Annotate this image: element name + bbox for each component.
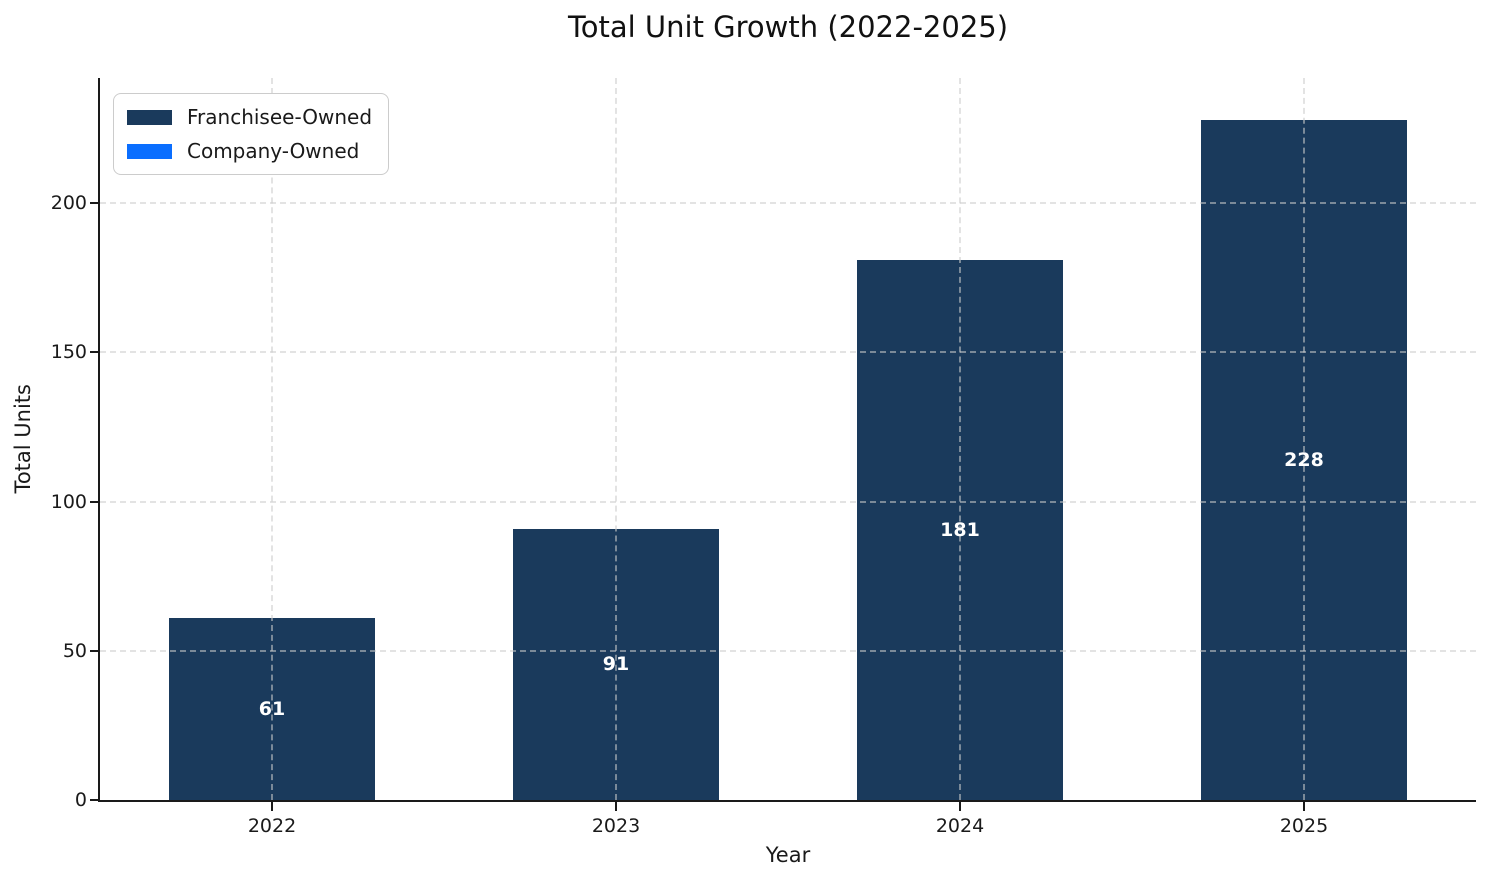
gridline-x-2023 [615,78,617,800]
legend-swatch-company-owned [127,143,172,159]
gridline-x-2024 [959,78,961,800]
gridline-y-200 [100,202,1476,205]
x-tick-2022 [271,802,273,811]
y-tick-label-50: 50 [62,639,87,662]
legend-item-franchisee-owned: Franchisee-Owned [127,105,372,129]
y-tick-label-150: 150 [50,341,87,364]
legend-swatch-franchisee-owned [127,109,172,125]
gridline-x-2022 [271,78,273,800]
gridline-y-50 [100,649,1476,652]
chart-title: Total Unit Growth (2022-2025) [567,10,1009,44]
gridline-y-150 [100,351,1476,354]
x-tick-2024 [959,802,961,811]
x-axis-label: Year [765,843,811,867]
bar-value-label-2023: 91 [602,653,630,676]
y-tick-label-100: 100 [50,490,87,513]
x-tick-2023 [615,802,617,811]
legend-item-company-owned: Company-Owned [127,139,372,163]
plot-area: Franchisee-Owned Company-Owned 61 91 181 22… [100,78,1476,800]
y-tick-label-200: 200 [50,192,87,215]
y-axis-spine [98,78,100,802]
legend: Franchisee-Owned Company-Owned [113,93,390,175]
y-tick-0 [90,799,99,801]
x-tick-2025 [1303,802,1305,811]
x-tick-label-2024: 2024 [935,815,985,837]
legend-label-company-owned: Company-Owned [187,139,360,163]
legend-label-franchisee-owned: Franchisee-Owned [187,105,373,129]
x-tick-label-2022: 2022 [247,815,297,837]
y-axis-label: Total Units [11,384,35,494]
bar-value-label-2025: 228 [1284,448,1324,471]
bar-value-label-2022: 61 [258,698,286,720]
y-tick-100 [90,500,99,503]
y-tick-50 [90,649,99,652]
bar-value-label-2024: 181 [940,518,980,541]
y-tick-200 [90,202,99,205]
x-tick-label-2023: 2023 [591,815,641,837]
x-tick-label-2025: 2025 [1279,815,1329,837]
y-tick-150 [90,351,99,354]
gridline-y-100 [100,500,1476,503]
x-axis-spine [98,800,1476,802]
y-tick-label-0: 0 [74,789,87,811]
gridline-x-2025 [1303,78,1305,800]
